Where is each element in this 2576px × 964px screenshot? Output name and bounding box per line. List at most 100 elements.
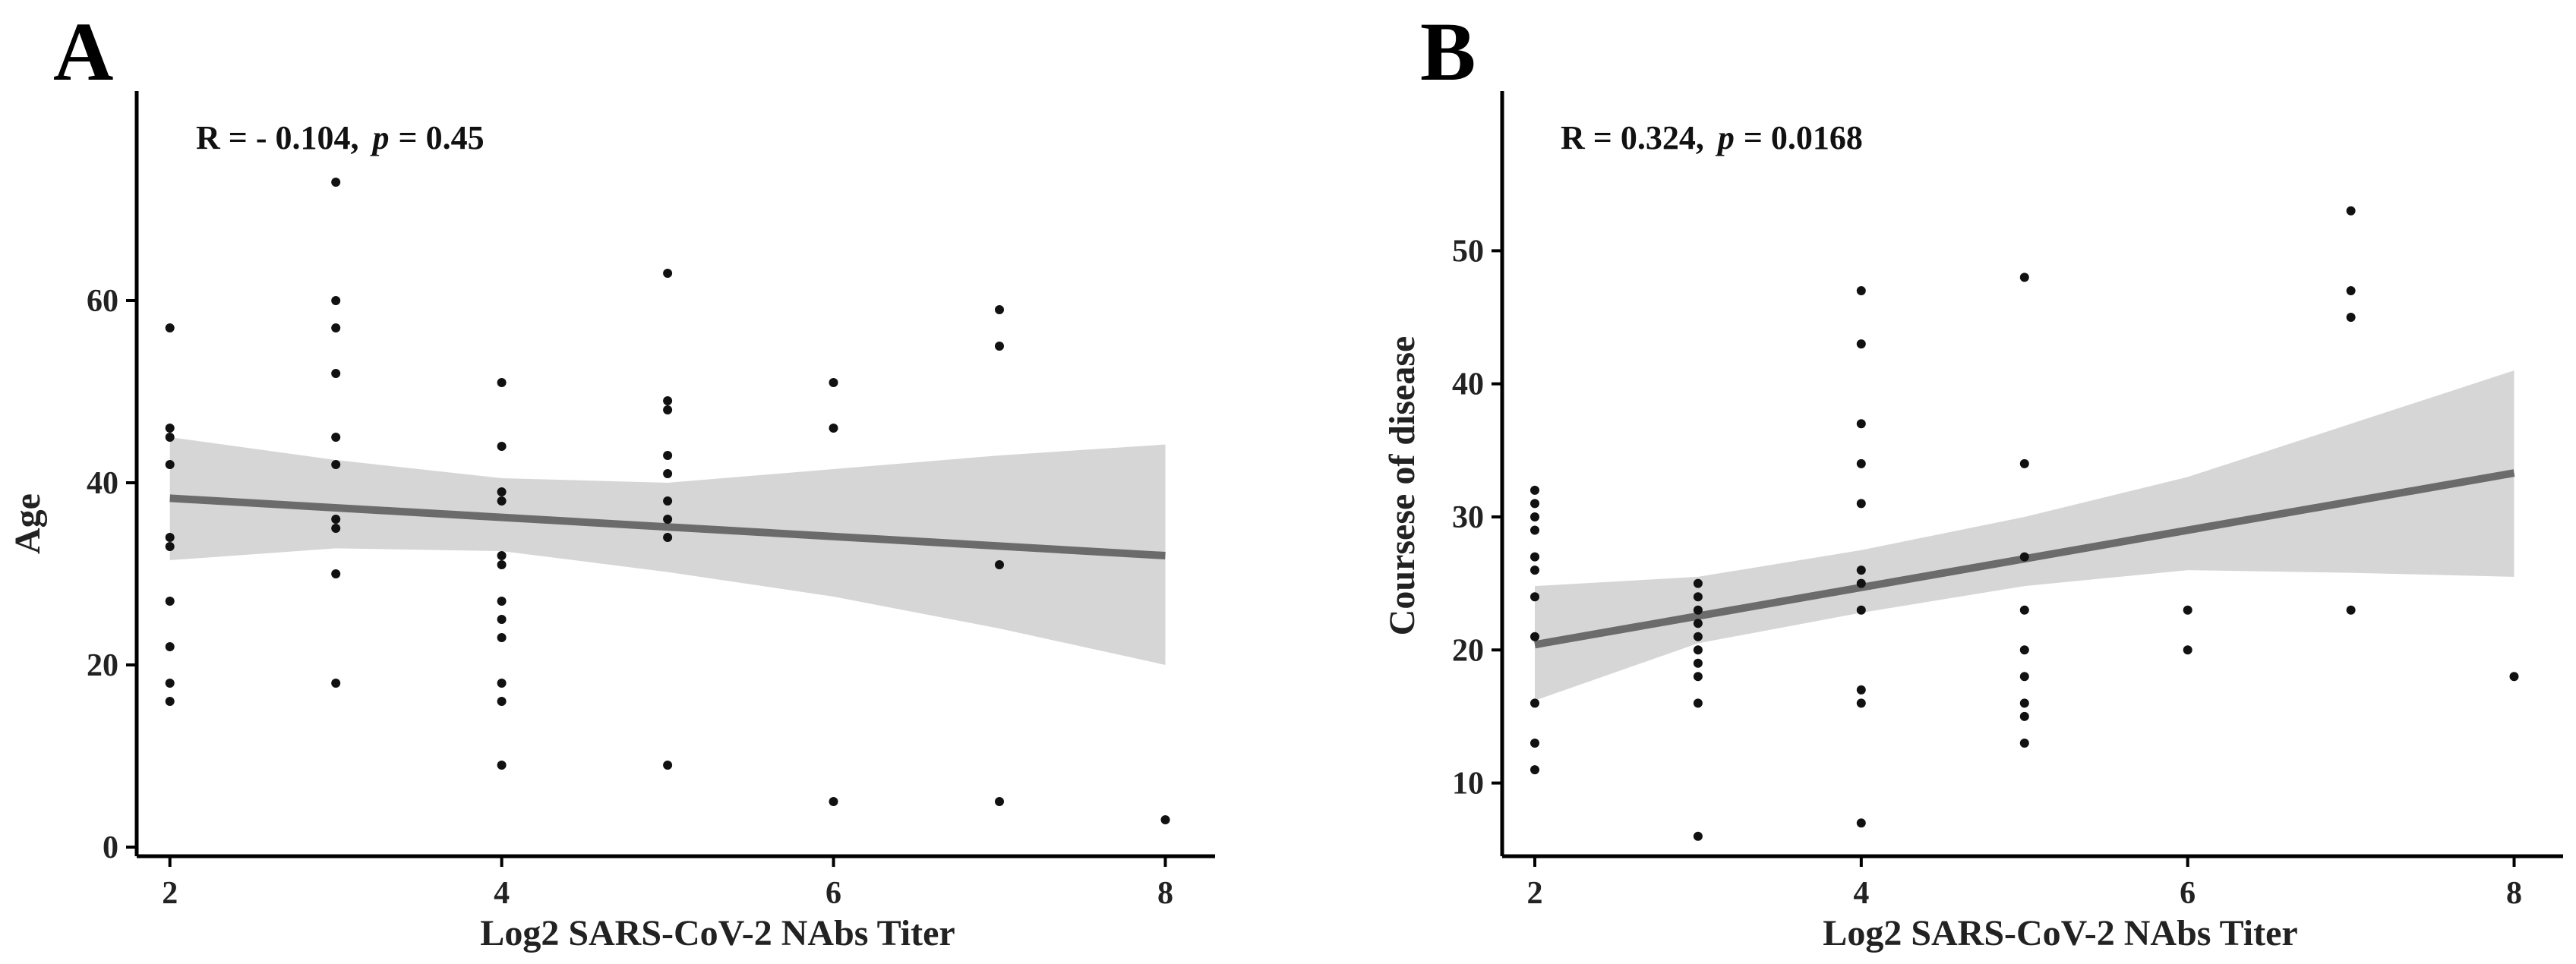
panel-a-points: [165, 178, 1170, 824]
data-point: [1530, 592, 1539, 602]
data-point: [1530, 552, 1539, 562]
panel-a-regression-line: [169, 494, 1166, 559]
data-point: [497, 615, 507, 624]
data-point: [331, 296, 341, 305]
data-point: [663, 396, 673, 405]
panel-a-y-ticks: 0 20 40 60: [87, 284, 137, 865]
y-tick-label: 50: [1452, 234, 1484, 269]
data-point: [1856, 685, 1866, 695]
panel-b-p-symbol: p: [1715, 119, 1735, 156]
data-point: [331, 369, 341, 378]
data-point: [1856, 578, 1866, 588]
data-point: [331, 460, 341, 469]
data-point: [2183, 605, 2192, 615]
data-point: [1530, 698, 1539, 708]
data-point: [497, 560, 507, 569]
data-point: [1856, 698, 1866, 708]
data-point: [1530, 512, 1539, 521]
data-point: [663, 469, 673, 478]
data-point: [1530, 525, 1539, 535]
data-point: [663, 533, 673, 542]
panel-a: A R = - 0.104, p = 0.45 2 4 6 8 0 20 40 60 Log2 …: [8, 5, 1215, 953]
x-tick-label: 4: [494, 876, 510, 911]
data-point: [2019, 672, 2029, 682]
panel-b-stat-annotation: R = 0.324, p = 0.0168: [1561, 119, 1863, 156]
data-point: [1693, 578, 1703, 588]
data-point: [497, 697, 507, 706]
panel-a-stat-annotation: R = - 0.104, p = 0.45: [196, 119, 485, 156]
data-point: [829, 424, 838, 433]
data-point: [663, 515, 673, 524]
data-point: [2019, 739, 2029, 748]
data-point: [2346, 206, 2356, 216]
data-point: [1693, 592, 1703, 602]
data-point: [1856, 499, 1866, 509]
data-point: [497, 551, 507, 560]
data-point: [2019, 605, 2029, 615]
x-tick-label: 4: [1853, 876, 1869, 911]
panel-b-points: [1530, 206, 2519, 841]
data-point: [497, 442, 507, 451]
data-point: [1530, 632, 1539, 641]
panel-b-y-axis-title: Coursese of disease: [1382, 336, 1422, 636]
panel-a-letter: A: [53, 5, 113, 98]
data-point: [165, 697, 175, 706]
data-point: [1693, 619, 1703, 628]
data-point: [497, 761, 507, 770]
data-point: [829, 797, 838, 806]
y-tick-label: 40: [87, 466, 118, 501]
data-point: [497, 633, 507, 642]
data-point: [1856, 458, 1866, 468]
y-tick-label: 0: [103, 830, 118, 865]
x-tick-label: 6: [826, 876, 841, 911]
data-point: [165, 533, 175, 542]
data-point: [995, 305, 1004, 314]
panel-a-x-axis-title: Log2 SARS-CoV-2 NAbs Titer: [480, 913, 955, 953]
x-tick-label: 8: [2506, 876, 2522, 911]
data-point: [2509, 672, 2519, 682]
data-point: [331, 569, 341, 578]
data-point: [165, 460, 175, 469]
panel-b-plot-area: 2 4 6 8 10 20 30 40 50: [1452, 91, 2563, 911]
data-point: [1693, 672, 1703, 682]
data-point: [2019, 698, 2029, 708]
panel-b: B R = 0.324, p = 0.0168 2 4 6 8 10 20 30 40 50 Lo…: [1382, 5, 2563, 953]
data-point: [1856, 339, 1866, 349]
data-point: [165, 433, 175, 442]
data-point: [497, 679, 507, 688]
data-point: [2183, 645, 2192, 655]
panel-b-confidence-band: [1535, 370, 2514, 701]
data-point: [829, 378, 838, 387]
panel-b-p-value: = 0.0168: [1744, 119, 1863, 156]
data-point: [331, 433, 341, 442]
data-point: [497, 597, 507, 606]
data-point: [2346, 605, 2356, 615]
data-point: [663, 405, 673, 414]
panel-b-letter: B: [1420, 5, 1476, 98]
data-point: [995, 342, 1004, 351]
data-point: [663, 761, 673, 770]
data-point: [1856, 419, 1866, 429]
panel-b-x-axis-title: Log2 SARS-CoV-2 NAbs Titer: [1823, 913, 2297, 953]
data-point: [1693, 658, 1703, 668]
data-point: [2019, 552, 2029, 562]
y-tick-label: 60: [87, 284, 118, 319]
y-tick-label: 30: [1452, 500, 1484, 535]
data-point: [2019, 458, 2029, 468]
data-point: [995, 560, 1004, 569]
data-point: [1693, 645, 1703, 655]
y-tick-label: 10: [1452, 767, 1484, 802]
data-point: [497, 496, 507, 506]
data-point: [1856, 565, 1866, 575]
data-point: [331, 323, 341, 332]
panel-b-y-ticks: 10 20 30 40 50: [1452, 234, 1502, 802]
panel-a-plot-area: 2 4 6 8 0 20 40 60: [87, 91, 1215, 911]
data-point: [165, 323, 175, 332]
data-point: [165, 424, 175, 433]
data-point: [1693, 831, 1703, 841]
data-point: [331, 178, 341, 187]
panel-b-r-text: R = 0.324,: [1561, 119, 1704, 156]
panel-a-p-value: = 0.45: [399, 119, 485, 156]
data-point: [1530, 765, 1539, 775]
data-point: [1693, 605, 1703, 615]
